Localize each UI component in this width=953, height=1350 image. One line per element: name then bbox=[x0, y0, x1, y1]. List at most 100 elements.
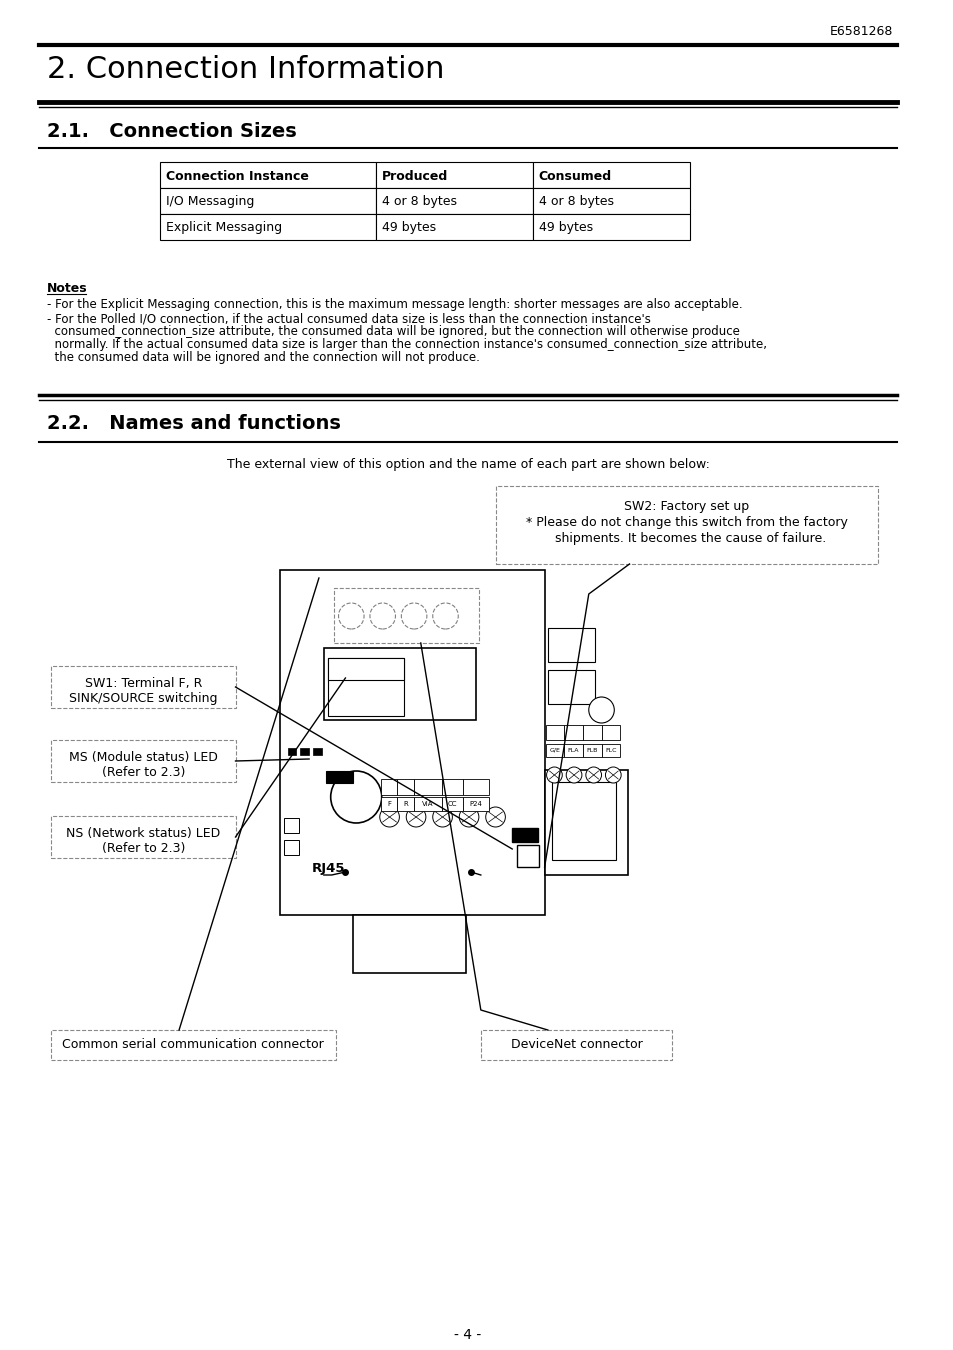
Circle shape bbox=[433, 807, 452, 828]
Text: DeviceNet connector: DeviceNet connector bbox=[510, 1038, 641, 1052]
Text: 2.2.   Names and functions: 2.2. Names and functions bbox=[47, 414, 340, 433]
Text: G/E: G/E bbox=[549, 748, 559, 752]
Bar bbox=[51, 815, 235, 859]
Bar bbox=[441, 779, 463, 795]
Circle shape bbox=[485, 807, 505, 828]
Text: 2. Connection Information: 2. Connection Information bbox=[47, 55, 444, 84]
Text: SINK/SOURCE switching: SINK/SOURCE switching bbox=[69, 693, 217, 705]
Bar bbox=[463, 779, 488, 795]
Bar bbox=[334, 589, 478, 643]
Circle shape bbox=[331, 771, 381, 824]
Bar bbox=[380, 779, 397, 795]
Bar bbox=[283, 840, 299, 855]
Text: - 4 -: - 4 - bbox=[454, 1328, 481, 1342]
Text: the consumed data will be ignored and the connection will not produce.: the consumed data will be ignored and th… bbox=[47, 351, 479, 364]
Text: * Please do not change this switch from the factory: * Please do not change this switch from … bbox=[525, 516, 847, 529]
Text: (Refer to 2.3): (Refer to 2.3) bbox=[101, 842, 185, 855]
Text: Consumed: Consumed bbox=[538, 170, 611, 182]
Bar bbox=[582, 725, 601, 740]
Bar bbox=[160, 215, 375, 240]
Bar bbox=[547, 670, 594, 703]
Text: Connection Instance: Connection Instance bbox=[166, 170, 309, 182]
Bar bbox=[463, 796, 488, 811]
Text: 4 or 8 bytes: 4 or 8 bytes bbox=[381, 196, 456, 208]
Bar bbox=[601, 744, 619, 757]
Bar bbox=[495, 486, 878, 564]
Bar bbox=[563, 725, 582, 740]
Text: NS (Network status) LED: NS (Network status) LED bbox=[66, 828, 220, 840]
Text: SW2: Factory set up: SW2: Factory set up bbox=[623, 500, 749, 513]
Bar bbox=[601, 725, 619, 740]
Text: FLB: FLB bbox=[586, 748, 598, 752]
Bar bbox=[480, 1030, 672, 1060]
Bar bbox=[325, 771, 353, 783]
Bar bbox=[160, 162, 375, 188]
Bar bbox=[51, 1030, 335, 1060]
Text: (Refer to 2.3): (Refer to 2.3) bbox=[101, 765, 185, 779]
Bar bbox=[323, 648, 476, 720]
Text: RJ45: RJ45 bbox=[312, 863, 345, 875]
Bar bbox=[441, 796, 463, 811]
Text: Common serial communication connector: Common serial communication connector bbox=[62, 1038, 324, 1052]
Text: VIA: VIA bbox=[421, 801, 433, 807]
Bar bbox=[300, 748, 309, 755]
Circle shape bbox=[370, 603, 395, 629]
Text: CC: CC bbox=[447, 801, 456, 807]
Text: SW1: Terminal F, R: SW1: Terminal F, R bbox=[85, 676, 202, 690]
Text: Produced: Produced bbox=[381, 170, 448, 182]
Bar bbox=[328, 657, 404, 680]
Text: 49 bytes: 49 bytes bbox=[538, 221, 592, 235]
Text: FLC: FLC bbox=[604, 748, 616, 752]
Text: FLA: FLA bbox=[567, 748, 578, 752]
Bar bbox=[375, 162, 533, 188]
Text: - For the Explicit Messaging connection, this is the maximum message length: sho: - For the Explicit Messaging connection,… bbox=[47, 298, 742, 311]
Circle shape bbox=[546, 767, 561, 783]
Bar bbox=[397, 796, 414, 811]
Text: Explicit Messaging: Explicit Messaging bbox=[166, 221, 282, 235]
Text: The external view of this option and the name of each part are shown below:: The external view of this option and the… bbox=[227, 458, 709, 471]
Bar bbox=[380, 796, 397, 811]
Bar bbox=[353, 915, 466, 973]
Text: - For the Polled I/O connection, if the actual consumed data size is less than t: - For the Polled I/O connection, if the … bbox=[47, 312, 650, 325]
Text: 4 or 8 bytes: 4 or 8 bytes bbox=[538, 196, 613, 208]
Bar bbox=[533, 188, 689, 215]
Text: E6581268: E6581268 bbox=[829, 26, 892, 38]
Bar bbox=[287, 748, 296, 755]
Text: 49 bytes: 49 bytes bbox=[381, 221, 436, 235]
Text: P24: P24 bbox=[469, 801, 482, 807]
Circle shape bbox=[401, 603, 426, 629]
Circle shape bbox=[379, 807, 399, 828]
Bar bbox=[313, 748, 321, 755]
Bar bbox=[375, 188, 533, 215]
Text: R: R bbox=[403, 801, 408, 807]
Bar bbox=[517, 845, 538, 867]
Text: Notes: Notes bbox=[47, 282, 88, 296]
Circle shape bbox=[566, 767, 581, 783]
Circle shape bbox=[433, 603, 457, 629]
Bar bbox=[51, 740, 235, 782]
Bar bbox=[533, 215, 689, 240]
Bar bbox=[552, 782, 616, 860]
Bar bbox=[51, 666, 235, 707]
Bar bbox=[544, 769, 627, 875]
Bar bbox=[414, 779, 441, 795]
Text: normally. If the actual consumed data size is larger than the connection instanc: normally. If the actual consumed data si… bbox=[47, 338, 766, 351]
Circle shape bbox=[406, 807, 425, 828]
Text: consumed_connection_size attribute, the consumed data will be ignored, but the c: consumed_connection_size attribute, the … bbox=[47, 325, 740, 338]
Text: MS (Module status) LED: MS (Module status) LED bbox=[69, 751, 217, 764]
Text: I/O Messaging: I/O Messaging bbox=[166, 196, 253, 208]
Bar bbox=[279, 570, 544, 915]
Bar bbox=[582, 744, 601, 757]
Bar bbox=[533, 162, 689, 188]
Bar bbox=[563, 744, 582, 757]
Circle shape bbox=[588, 697, 614, 724]
Circle shape bbox=[605, 767, 620, 783]
Bar bbox=[545, 744, 563, 757]
Bar bbox=[547, 628, 594, 662]
Text: F: F bbox=[387, 801, 391, 807]
Text: 2.1.   Connection Sizes: 2.1. Connection Sizes bbox=[47, 122, 296, 140]
Bar bbox=[512, 828, 537, 842]
Circle shape bbox=[338, 603, 364, 629]
Circle shape bbox=[585, 767, 601, 783]
Bar bbox=[283, 818, 299, 833]
